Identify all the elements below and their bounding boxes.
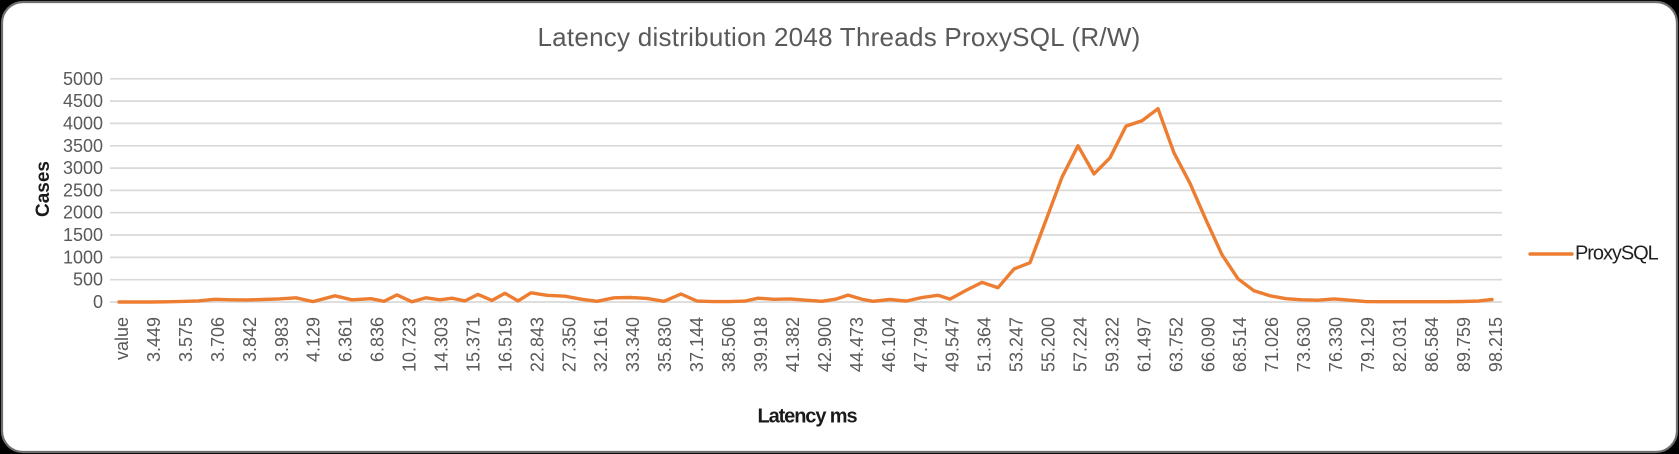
svg-text:3500: 3500 (63, 136, 103, 156)
svg-text:5000: 5000 (63, 69, 103, 89)
svg-text:3.449: 3.449 (144, 317, 164, 362)
svg-text:44.473: 44.473 (847, 317, 867, 372)
svg-text:1000: 1000 (63, 247, 103, 267)
svg-text:71.026: 71.026 (1262, 317, 1282, 372)
svg-text:37.144: 37.144 (687, 317, 707, 372)
svg-text:49.547: 49.547 (943, 317, 963, 372)
svg-text:68.514: 68.514 (1230, 317, 1250, 372)
svg-text:14.303: 14.303 (432, 317, 452, 372)
svg-text:4.129: 4.129 (304, 317, 324, 362)
svg-text:82.031: 82.031 (1390, 317, 1410, 372)
svg-text:53.247: 53.247 (1007, 317, 1027, 372)
svg-text:32.161: 32.161 (591, 317, 611, 372)
svg-text:66.090: 66.090 (1198, 317, 1218, 372)
svg-text:27.350: 27.350 (559, 317, 579, 372)
svg-text:Cases: Cases (33, 161, 54, 217)
svg-text:76.330: 76.330 (1326, 317, 1346, 372)
svg-text:16.519: 16.519 (495, 317, 515, 372)
svg-text:3000: 3000 (63, 158, 103, 178)
svg-text:73.630: 73.630 (1294, 317, 1314, 372)
svg-text:42.900: 42.900 (815, 317, 835, 372)
svg-text:41.382: 41.382 (783, 317, 803, 372)
svg-text:46.104: 46.104 (879, 317, 899, 372)
svg-text:22.843: 22.843 (527, 317, 547, 372)
svg-text:ProxySQL: ProxySQL (1575, 243, 1659, 265)
svg-text:86.584: 86.584 (1422, 317, 1442, 372)
svg-text:4000: 4000 (63, 113, 103, 133)
svg-text:500: 500 (73, 270, 103, 290)
svg-text:15.371: 15.371 (463, 317, 483, 372)
svg-text:2000: 2000 (63, 203, 103, 223)
svg-text:Latency ms: Latency ms (757, 406, 857, 428)
svg-text:89.759: 89.759 (1454, 317, 1474, 372)
svg-text:98.215: 98.215 (1486, 317, 1506, 372)
svg-text:38.506: 38.506 (719, 317, 739, 372)
svg-text:33.340: 33.340 (623, 317, 643, 372)
svg-text:57.224: 57.224 (1071, 317, 1091, 372)
svg-text:55.200: 55.200 (1039, 317, 1059, 372)
svg-text:79.129: 79.129 (1358, 317, 1378, 372)
svg-text:6.361: 6.361 (336, 317, 356, 362)
svg-text:51.364: 51.364 (975, 317, 995, 372)
svg-text:47.794: 47.794 (911, 317, 931, 372)
svg-text:0: 0 (93, 292, 103, 312)
svg-text:10.723: 10.723 (400, 317, 420, 372)
svg-text:35.830: 35.830 (655, 317, 675, 372)
svg-text:3.706: 3.706 (208, 317, 228, 362)
svg-text:61.497: 61.497 (1134, 317, 1154, 372)
svg-text:59.322: 59.322 (1102, 317, 1122, 372)
svg-text:4500: 4500 (63, 91, 103, 111)
svg-text:Latency distribution 2048 Thre: Latency distribution 2048 Threads ProxyS… (537, 22, 1140, 52)
svg-text:3.575: 3.575 (176, 317, 196, 362)
svg-text:6.836: 6.836 (368, 317, 388, 362)
svg-text:3.842: 3.842 (240, 317, 260, 362)
svg-text:63.752: 63.752 (1166, 317, 1186, 372)
svg-text:value: value (112, 317, 132, 360)
svg-text:39.918: 39.918 (751, 317, 771, 372)
svg-text:1500: 1500 (63, 225, 103, 245)
svg-text:3.983: 3.983 (272, 317, 292, 362)
svg-text:2500: 2500 (63, 180, 103, 200)
